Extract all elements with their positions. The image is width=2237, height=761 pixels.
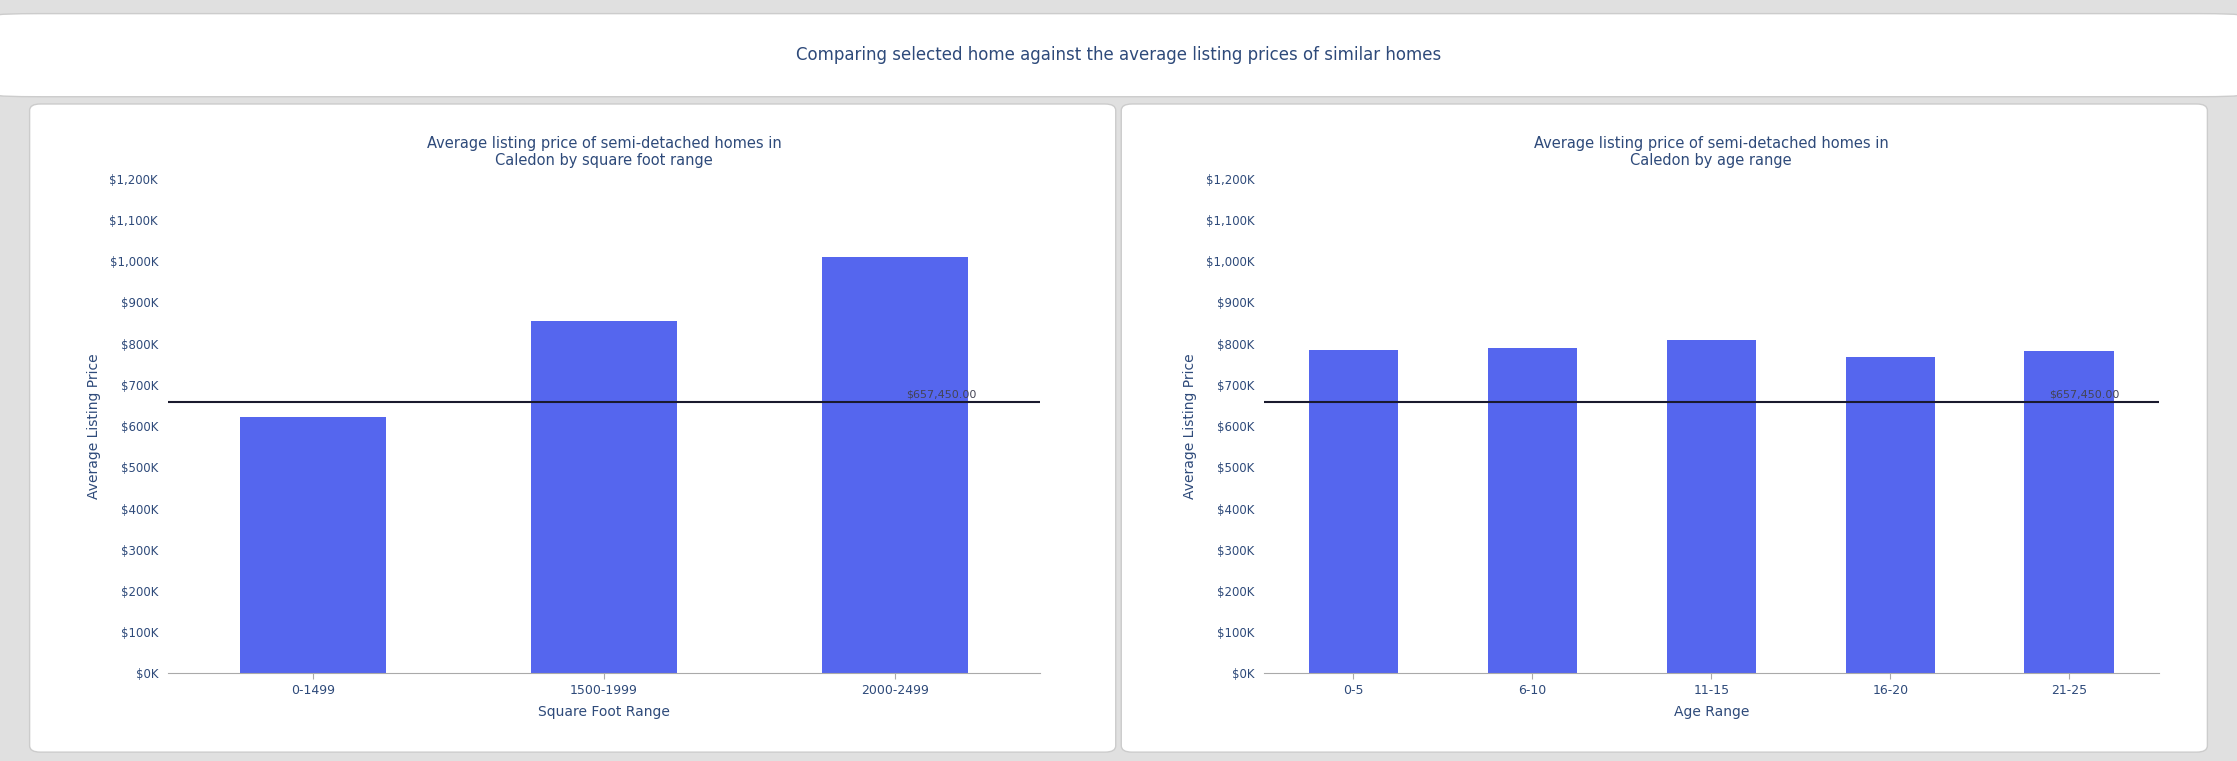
Text: $657,450.00: $657,450.00 [2049,389,2118,400]
X-axis label: Square Foot Range: Square Foot Range [539,705,669,719]
Y-axis label: Average Listing Price: Average Listing Price [1183,353,1197,499]
Title: Average listing price of semi-detached homes in
Caledon by square foot range: Average listing price of semi-detached h… [427,135,781,168]
Bar [1846,357,1935,673]
Bar [2024,351,2114,673]
Text: $657,450.00: $657,450.00 [906,389,975,400]
Y-axis label: Average Listing Price: Average Listing Price [87,353,101,499]
FancyBboxPatch shape [29,104,1116,752]
Bar [1309,350,1398,673]
FancyBboxPatch shape [0,14,2237,97]
FancyBboxPatch shape [1121,104,2208,752]
Title: Average listing price of semi-detached homes in
Caledon by age range: Average listing price of semi-detached h… [1535,135,1888,168]
Bar [1488,348,1577,673]
Text: Comparing selected home against the average listing prices of similar homes: Comparing selected home against the aver… [796,46,1441,64]
Bar [823,257,969,673]
Bar [532,321,678,673]
Bar [242,417,387,673]
Bar [1667,340,1756,673]
X-axis label: Age Range: Age Range [1673,705,1749,719]
